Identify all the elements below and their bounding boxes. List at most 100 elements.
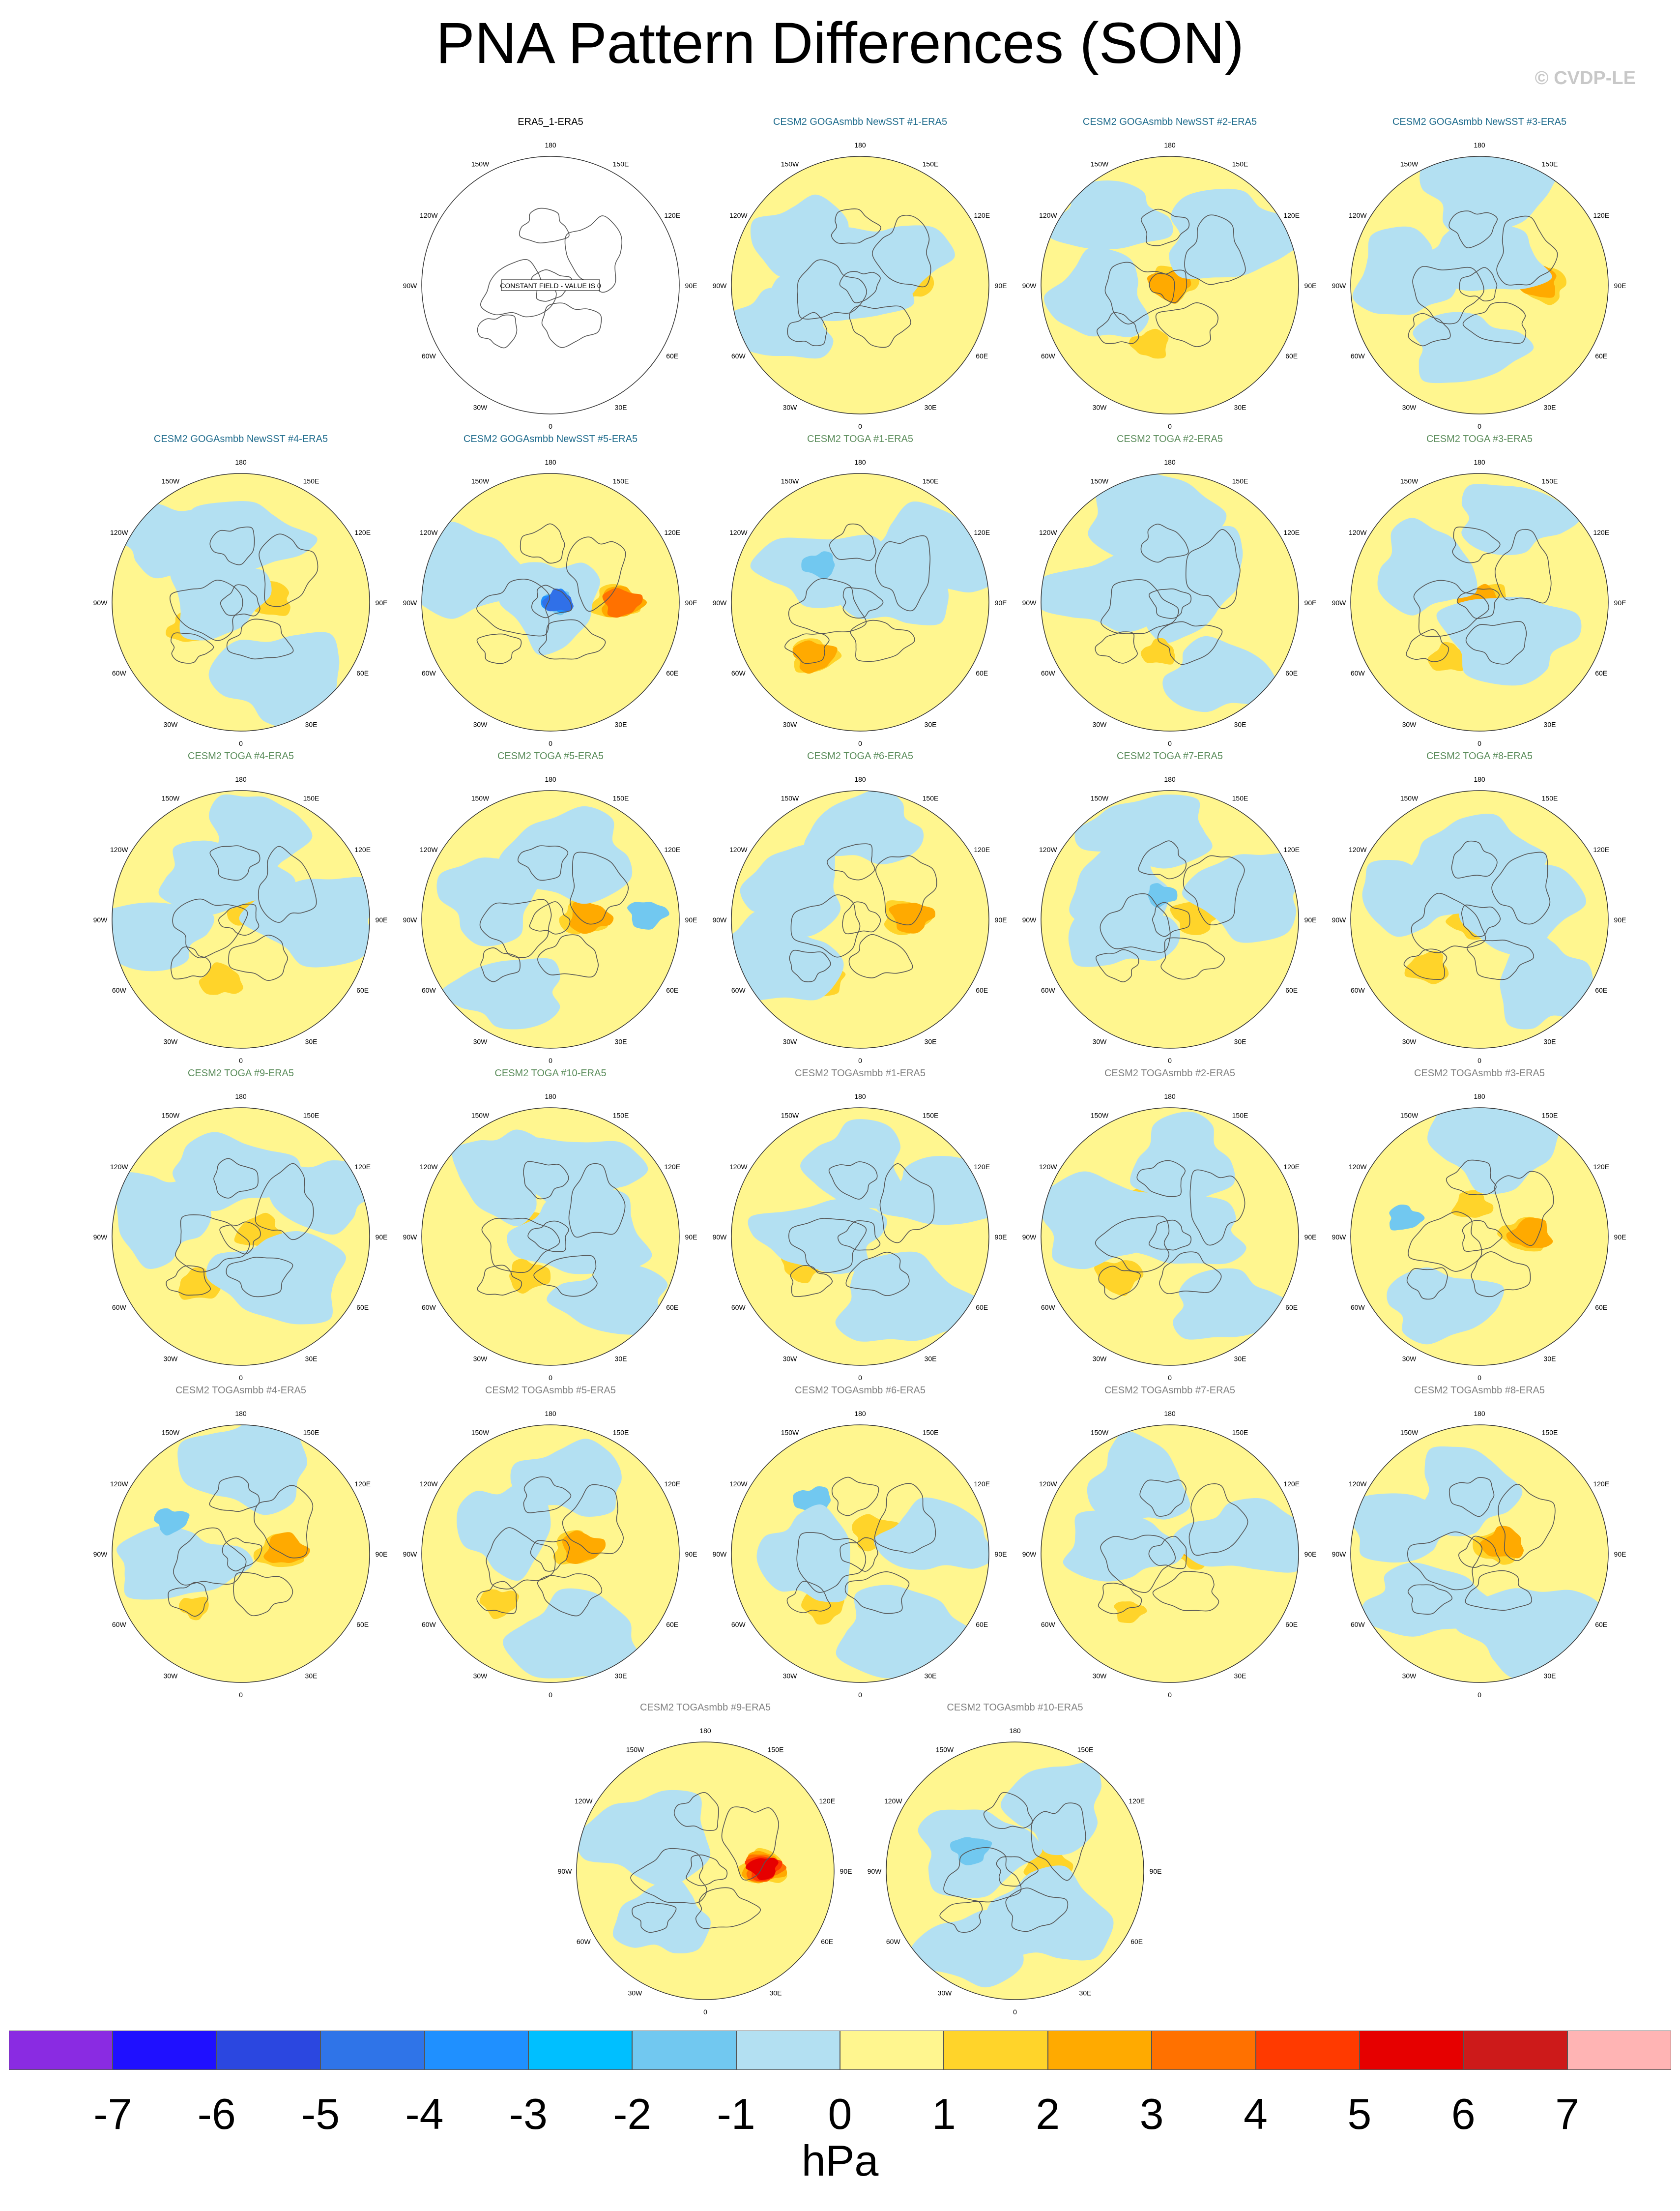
longitude-label: 30E (1544, 1355, 1556, 1363)
anomaly-region (1094, 1260, 1144, 1296)
map-boundary (1041, 473, 1299, 732)
coastline (848, 934, 913, 978)
colorbar-tick-label: 1 (931, 2090, 956, 2138)
anomaly-region (206, 1231, 346, 1325)
longitude-label: 150E (1542, 1428, 1558, 1436)
anomaly-region (1147, 270, 1191, 304)
coastline (538, 619, 606, 660)
coastline (1494, 529, 1552, 604)
map-boundary (1350, 790, 1609, 1049)
longitude-label: 120E (1593, 211, 1609, 219)
polar-map: CESM2 TOGA #3-ERA5 180 150E 120E 90E 60E 30E 0 3… (1332, 434, 1626, 747)
panel-title: CESM2 TOGA #5-ERA5 (497, 751, 604, 762)
map-boundary (421, 156, 680, 414)
longitude-label: 90W (713, 1550, 727, 1558)
coastline (1152, 902, 1190, 937)
panel-title: CESM2 TOGA #2-ERA5 (1117, 434, 1223, 444)
longitude-label: 30E (305, 1672, 318, 1680)
longitude-label: 180 (1164, 1092, 1176, 1100)
coastline (173, 1527, 247, 1586)
map-panel: CESM2 GOGAsmbb NewSST #5-ERA5 180 150E 120E… (393, 430, 708, 747)
longitude-label: 30W (164, 721, 178, 729)
coastline (531, 585, 572, 619)
longitude-label: 120W (729, 211, 748, 219)
coastline (1452, 526, 1501, 563)
anomaly-region (1362, 860, 1474, 937)
coastline (789, 949, 831, 982)
map-panel: CESM2 TOGAsmbb #3-ERA5 180 150E 120E 90E 60E 3… (1322, 1064, 1637, 1382)
coastline (1152, 1571, 1219, 1612)
longitude-label: 120E (1593, 846, 1609, 854)
longitude-label: 150W (936, 1745, 954, 1753)
polar-map: CESM2 TOGA #1-ERA5 180 150E 120E 90E 60E 30E 0 3… (713, 434, 1007, 747)
coastline (523, 1161, 569, 1200)
colorbar-swatch (320, 2031, 425, 2070)
anomaly-region (441, 958, 560, 1030)
longitude-label: 0 (1168, 422, 1172, 430)
longitude-label: 30W (628, 1989, 643, 1997)
coastline (879, 1163, 935, 1243)
longitude-label: 60W (731, 986, 746, 994)
coastline (518, 845, 569, 881)
coastline (695, 1887, 761, 1929)
colorbar-swatch (1359, 2031, 1464, 2070)
coastline (787, 312, 828, 347)
longitude-label: 90W (1022, 599, 1037, 607)
longitude-label: 120W (420, 846, 438, 854)
panel-title: CESM2 TOGA #8-ERA5 (1426, 751, 1533, 762)
longitude-label: 150W (781, 794, 799, 802)
longitude-label: 60W (112, 986, 127, 994)
anomaly-region (1044, 247, 1149, 337)
colorbar-swatch (840, 2031, 944, 2070)
longitude-label: 120E (1283, 529, 1300, 536)
longitude-label: 150E (1542, 477, 1558, 485)
longitude-label: 60W (1351, 669, 1365, 677)
longitude-label: 60E (666, 669, 678, 677)
coastline (844, 1571, 910, 1614)
longitude-label: 60W (1351, 1303, 1365, 1311)
coastline (476, 1581, 518, 1614)
coastline (541, 302, 602, 348)
anomaly-region (1389, 1205, 1425, 1231)
coastline (849, 305, 911, 348)
coastline (1458, 1535, 1501, 1568)
polar-map: CESM2 GOGAsmbb NewSST #1-ERA5 180 150E 120E… (713, 117, 1007, 430)
coastline (477, 1265, 522, 1296)
coastline (562, 1484, 624, 1554)
coastline (1465, 1570, 1533, 1611)
longitude-label: 0 (1477, 422, 1481, 430)
longitude-label: 120E (1283, 846, 1300, 854)
longitude-label: 30W (1402, 1355, 1417, 1363)
coastline (790, 1265, 833, 1297)
longitude-label: 0 (858, 739, 862, 747)
map-panel: CESM2 TOGAsmbb #4-ERA5 180 150E 120E 90E 60E 3… (84, 1382, 398, 1699)
longitude-label: 150E (613, 1428, 629, 1436)
colorbar-tick-label: -7 (93, 2090, 132, 2138)
map-panel: CESM2 TOGA #5-ERA5 180 150E 120E 90E 60E 30E 0 3… (393, 747, 708, 1064)
coastline (175, 1214, 250, 1272)
longitude-label: 30W (1093, 1672, 1107, 1680)
coastline (939, 1901, 983, 1933)
longitude-label: 60W (422, 1303, 436, 1311)
longitude-label: 90W (713, 599, 727, 607)
coastline (874, 535, 931, 612)
coastline (566, 536, 626, 612)
longitude-label: 150W (781, 1428, 799, 1436)
anomaly-region (1114, 1601, 1147, 1623)
map-boundary (112, 790, 370, 1049)
longitude-label: 90E (995, 599, 1007, 607)
coastline (721, 1806, 779, 1881)
panel-title: CESM2 TOGA #9-ERA5 (188, 1068, 294, 1079)
coastline (943, 1847, 1022, 1903)
longitude-label: 150W (1400, 794, 1419, 802)
coastline (218, 903, 260, 936)
colorbar-tick-label: 4 (1244, 2090, 1268, 2138)
coastline (632, 1901, 677, 1933)
coastline (1097, 312, 1139, 344)
longitude-label: 30W (1402, 404, 1417, 412)
map-boundary (731, 473, 989, 732)
coastline (1100, 1534, 1176, 1593)
panel-title: CESM2 GOGAsmbb NewSST #3-ERA5 (1392, 117, 1566, 127)
longitude-label: 180 (545, 1410, 556, 1417)
longitude-label: 150E (1232, 1111, 1248, 1119)
